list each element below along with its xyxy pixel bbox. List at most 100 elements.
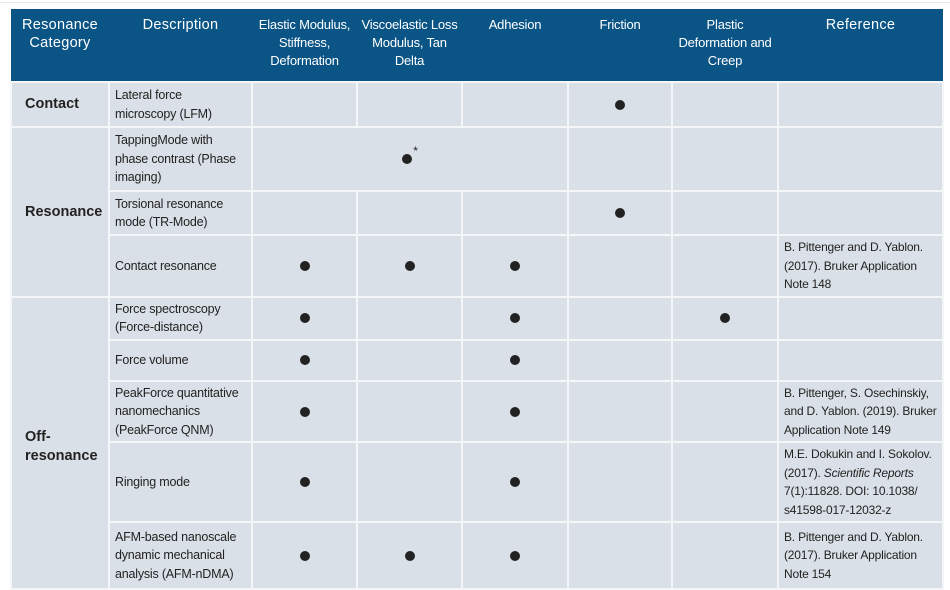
- mark-cell: [461, 190, 569, 236]
- mark-cell: [461, 521, 569, 590]
- header-row: Resonance Category Description Elastic M…: [11, 9, 943, 82]
- reference-cell: [777, 81, 944, 128]
- mark-cell: [251, 81, 358, 128]
- mark-cell: [567, 295, 673, 341]
- mark-cell-merged: *: [251, 126, 569, 192]
- mark-cell: [251, 295, 358, 341]
- filled-circle-mark: [510, 550, 520, 561]
- mark-cell: [671, 295, 779, 341]
- mark-cell: [251, 190, 358, 236]
- filled-circle-mark: [615, 208, 625, 219]
- mark-cell: [461, 441, 569, 523]
- reference-text: M.E. Dokukin and I. Sokolov. (2017).: [784, 447, 932, 480]
- filled-circle-mark: [404, 261, 415, 272]
- description-cell: AFM-based nanoscale dynamic mechanical a…: [108, 521, 253, 590]
- table-row: Contact resonance B. Pittenger and D. Yab…: [11, 234, 944, 298]
- mark-cell: [251, 338, 358, 382]
- reference-cell: B. Pittenger and D. Yablon. (2017). Bruk…: [777, 234, 944, 298]
- description-cell: PeakForce quantitative nanomechanics (Pe…: [108, 379, 253, 443]
- table-row: AFM-based nanoscale dynamic mechanical a…: [11, 521, 944, 590]
- header-reference: Reference: [778, 9, 943, 82]
- header-description: Description: [109, 9, 252, 82]
- table-row: Contact Lateral force microscopy (LFM): [10, 81, 944, 128]
- filled-circle-mark: [299, 261, 310, 272]
- mark-cell: [461, 338, 569, 382]
- mark-cell: [671, 338, 779, 382]
- mark-cell: [356, 521, 463, 590]
- filled-circle-mark: [299, 355, 310, 366]
- mark-cell: [671, 81, 779, 128]
- mark-cell: [356, 234, 463, 298]
- filled-circle-mark: [720, 313, 730, 324]
- reference-text: B. Pittenger and D. Yablon. (2017). Bruk…: [784, 529, 923, 581]
- category-cell: Resonance: [10, 126, 110, 298]
- mark-cell: [671, 126, 779, 192]
- header-viscoelastic-loss: Viscoelastic Loss Modulus, Tan Delta: [357, 9, 462, 82]
- reference-cell: [777, 338, 944, 382]
- table-row: Torsional resonance mode (TR-Mode): [11, 190, 944, 236]
- mark-cell: [461, 295, 569, 341]
- reference-cell: [777, 190, 944, 236]
- table-row: Ringing mode M.E. Dokukin and I. Sokolov.…: [11, 441, 944, 523]
- filled-circle-mark: [510, 261, 520, 272]
- description-cell: Ringing mode: [108, 441, 253, 523]
- filled-circle-mark: [510, 355, 520, 366]
- description-cell: Contact resonance: [108, 234, 253, 298]
- filled-circle-mark: [299, 550, 310, 561]
- category-cell: Contact: [10, 81, 110, 128]
- description-cell: Force spectroscopy (Force-distance): [108, 295, 253, 341]
- reference-cell: [777, 295, 944, 341]
- mark-cell: [251, 521, 358, 590]
- table-row: PeakForce quantitative nanomechanics (Pe…: [11, 379, 944, 443]
- description-cell: Force volume: [108, 338, 253, 382]
- header-elastic-modulus: Elastic Modulus, Stiffness, Deformation: [252, 9, 357, 82]
- header-resonance-category: Resonance Category: [11, 9, 109, 82]
- mark-cell: [461, 81, 569, 128]
- mark-cell: [567, 234, 673, 298]
- mark-cell: [461, 379, 569, 443]
- mark-cell: [356, 379, 463, 443]
- mark-cell: [567, 81, 673, 128]
- mark-cell: [356, 81, 463, 128]
- mark-cell: [356, 338, 463, 382]
- mark-cell: [567, 190, 673, 236]
- mark-cell: [567, 126, 673, 192]
- mark-cell: [356, 190, 463, 236]
- filled-circle-mark: [402, 154, 413, 165]
- filled-circle-mark: [299, 313, 310, 324]
- afm-modes-table: Resonance Category Description Elastic M…: [10, 9, 944, 590]
- mark-cell: [671, 441, 779, 523]
- asterisk-note: *: [413, 143, 418, 158]
- mark-cell: [671, 379, 779, 443]
- table-row: Off-resonance Force spectroscopy (Force-d…: [10, 295, 944, 590]
- filled-circle-mark: [299, 406, 310, 417]
- category-cell: Off-resonance: [10, 295, 110, 590]
- filled-circle-mark: [510, 406, 520, 417]
- reference-text: 7(1):11828. DOI: 10.1038/ s41598-017-120…: [784, 484, 918, 517]
- table-row: Resonance TappingMode with phase contrast…: [10, 126, 944, 298]
- header-adhesion: Adhesion: [462, 9, 568, 82]
- mark-cell: [671, 190, 779, 236]
- header-plastic-deformation: Plastic Deformation and Creep: [672, 9, 778, 82]
- description-cell: Torsional resonance mode (TR-Mode): [108, 190, 253, 236]
- divider: [0, 2, 950, 3]
- filled-circle-mark: [404, 550, 415, 561]
- description-cell: Lateral force microscopy (LFM): [108, 81, 253, 128]
- mark-cell: [671, 521, 779, 590]
- filled-circle-mark: [510, 313, 520, 324]
- mark-cell: [671, 234, 779, 298]
- reference-cell: B. Pittenger, S. Osechinskiy, and D. Yab…: [777, 379, 944, 443]
- filled-circle-mark: [299, 477, 310, 488]
- filled-circle-mark: [615, 99, 625, 110]
- mark-cell: [567, 379, 673, 443]
- mark-cell: [567, 521, 673, 590]
- mark-cell: [251, 379, 358, 443]
- mark-cell: [461, 234, 569, 298]
- reference-cell: M.E. Dokukin and I. Sokolov. (2017). Sci…: [777, 441, 944, 523]
- header-friction: Friction: [568, 9, 672, 82]
- filled-circle-mark: [510, 477, 520, 488]
- reference-cell: [777, 126, 944, 192]
- mark-cell: [356, 295, 463, 341]
- reference-cell: B. Pittenger and D. Yablon. (2017). Bruk…: [777, 521, 944, 590]
- table-row: Force volume: [11, 338, 944, 382]
